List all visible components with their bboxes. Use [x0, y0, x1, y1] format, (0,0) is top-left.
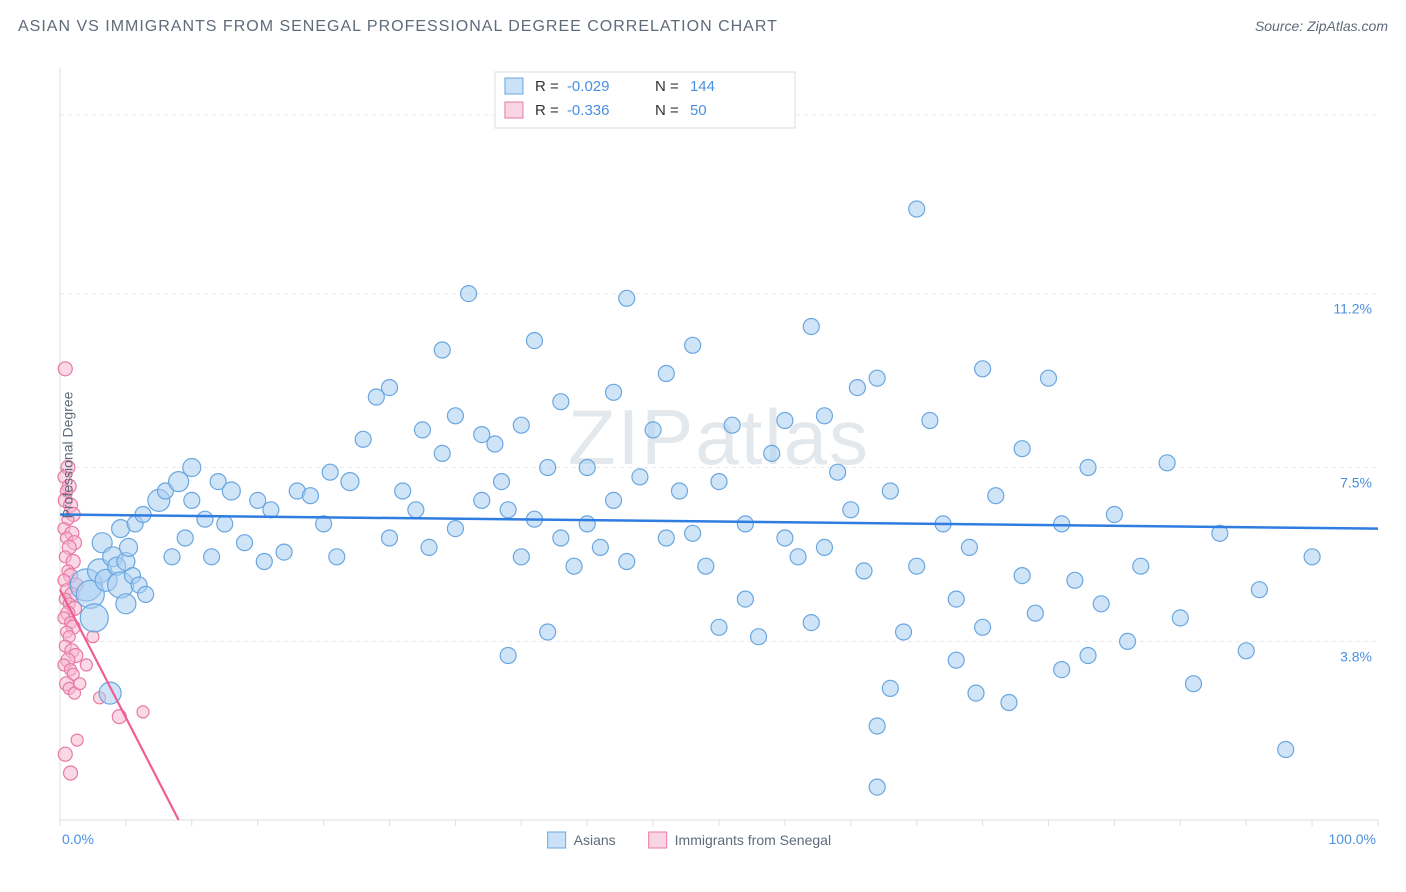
svg-text:100.0%: 100.0% — [1329, 831, 1376, 847]
svg-text:ZIPatlas: ZIPatlas — [568, 393, 870, 481]
svg-text:R =: R = — [535, 102, 559, 119]
svg-text:Asians: Asians — [574, 832, 616, 848]
svg-text:50: 50 — [690, 102, 707, 119]
svg-text:3.8%: 3.8% — [1340, 648, 1372, 664]
y-axis-label: Professional Degree — [59, 392, 75, 519]
svg-text:-0.336: -0.336 — [567, 102, 610, 119]
scatter-chart: 3.8% 7.5% 11.2% 0.0% 100.0% ZIPatlas R = -0.029… — [50, 60, 1388, 850]
svg-text:-0.029: -0.029 — [567, 78, 610, 95]
svg-text:11.2%: 11.2% — [1333, 301, 1372, 317]
svg-text:144: 144 — [690, 78, 715, 95]
source-label: Source: ZipAtlas.com — [1255, 18, 1388, 34]
svg-text:N =: N = — [655, 78, 679, 95]
svg-text:N =: N = — [655, 102, 679, 119]
chart-title: ASIAN VS IMMIGRANTS FROM SENEGAL PROFESS… — [18, 18, 778, 36]
plot-area: Professional Degree 3.8% 7.5% 11.2% 0.0% 100… — [50, 60, 1388, 850]
svg-text:Immigrants from Senegal: Immigrants from Senegal — [675, 832, 831, 848]
svg-text:7.5%: 7.5% — [1340, 475, 1372, 491]
svg-text:0.0%: 0.0% — [62, 831, 94, 847]
svg-text:R =: R = — [535, 78, 559, 95]
